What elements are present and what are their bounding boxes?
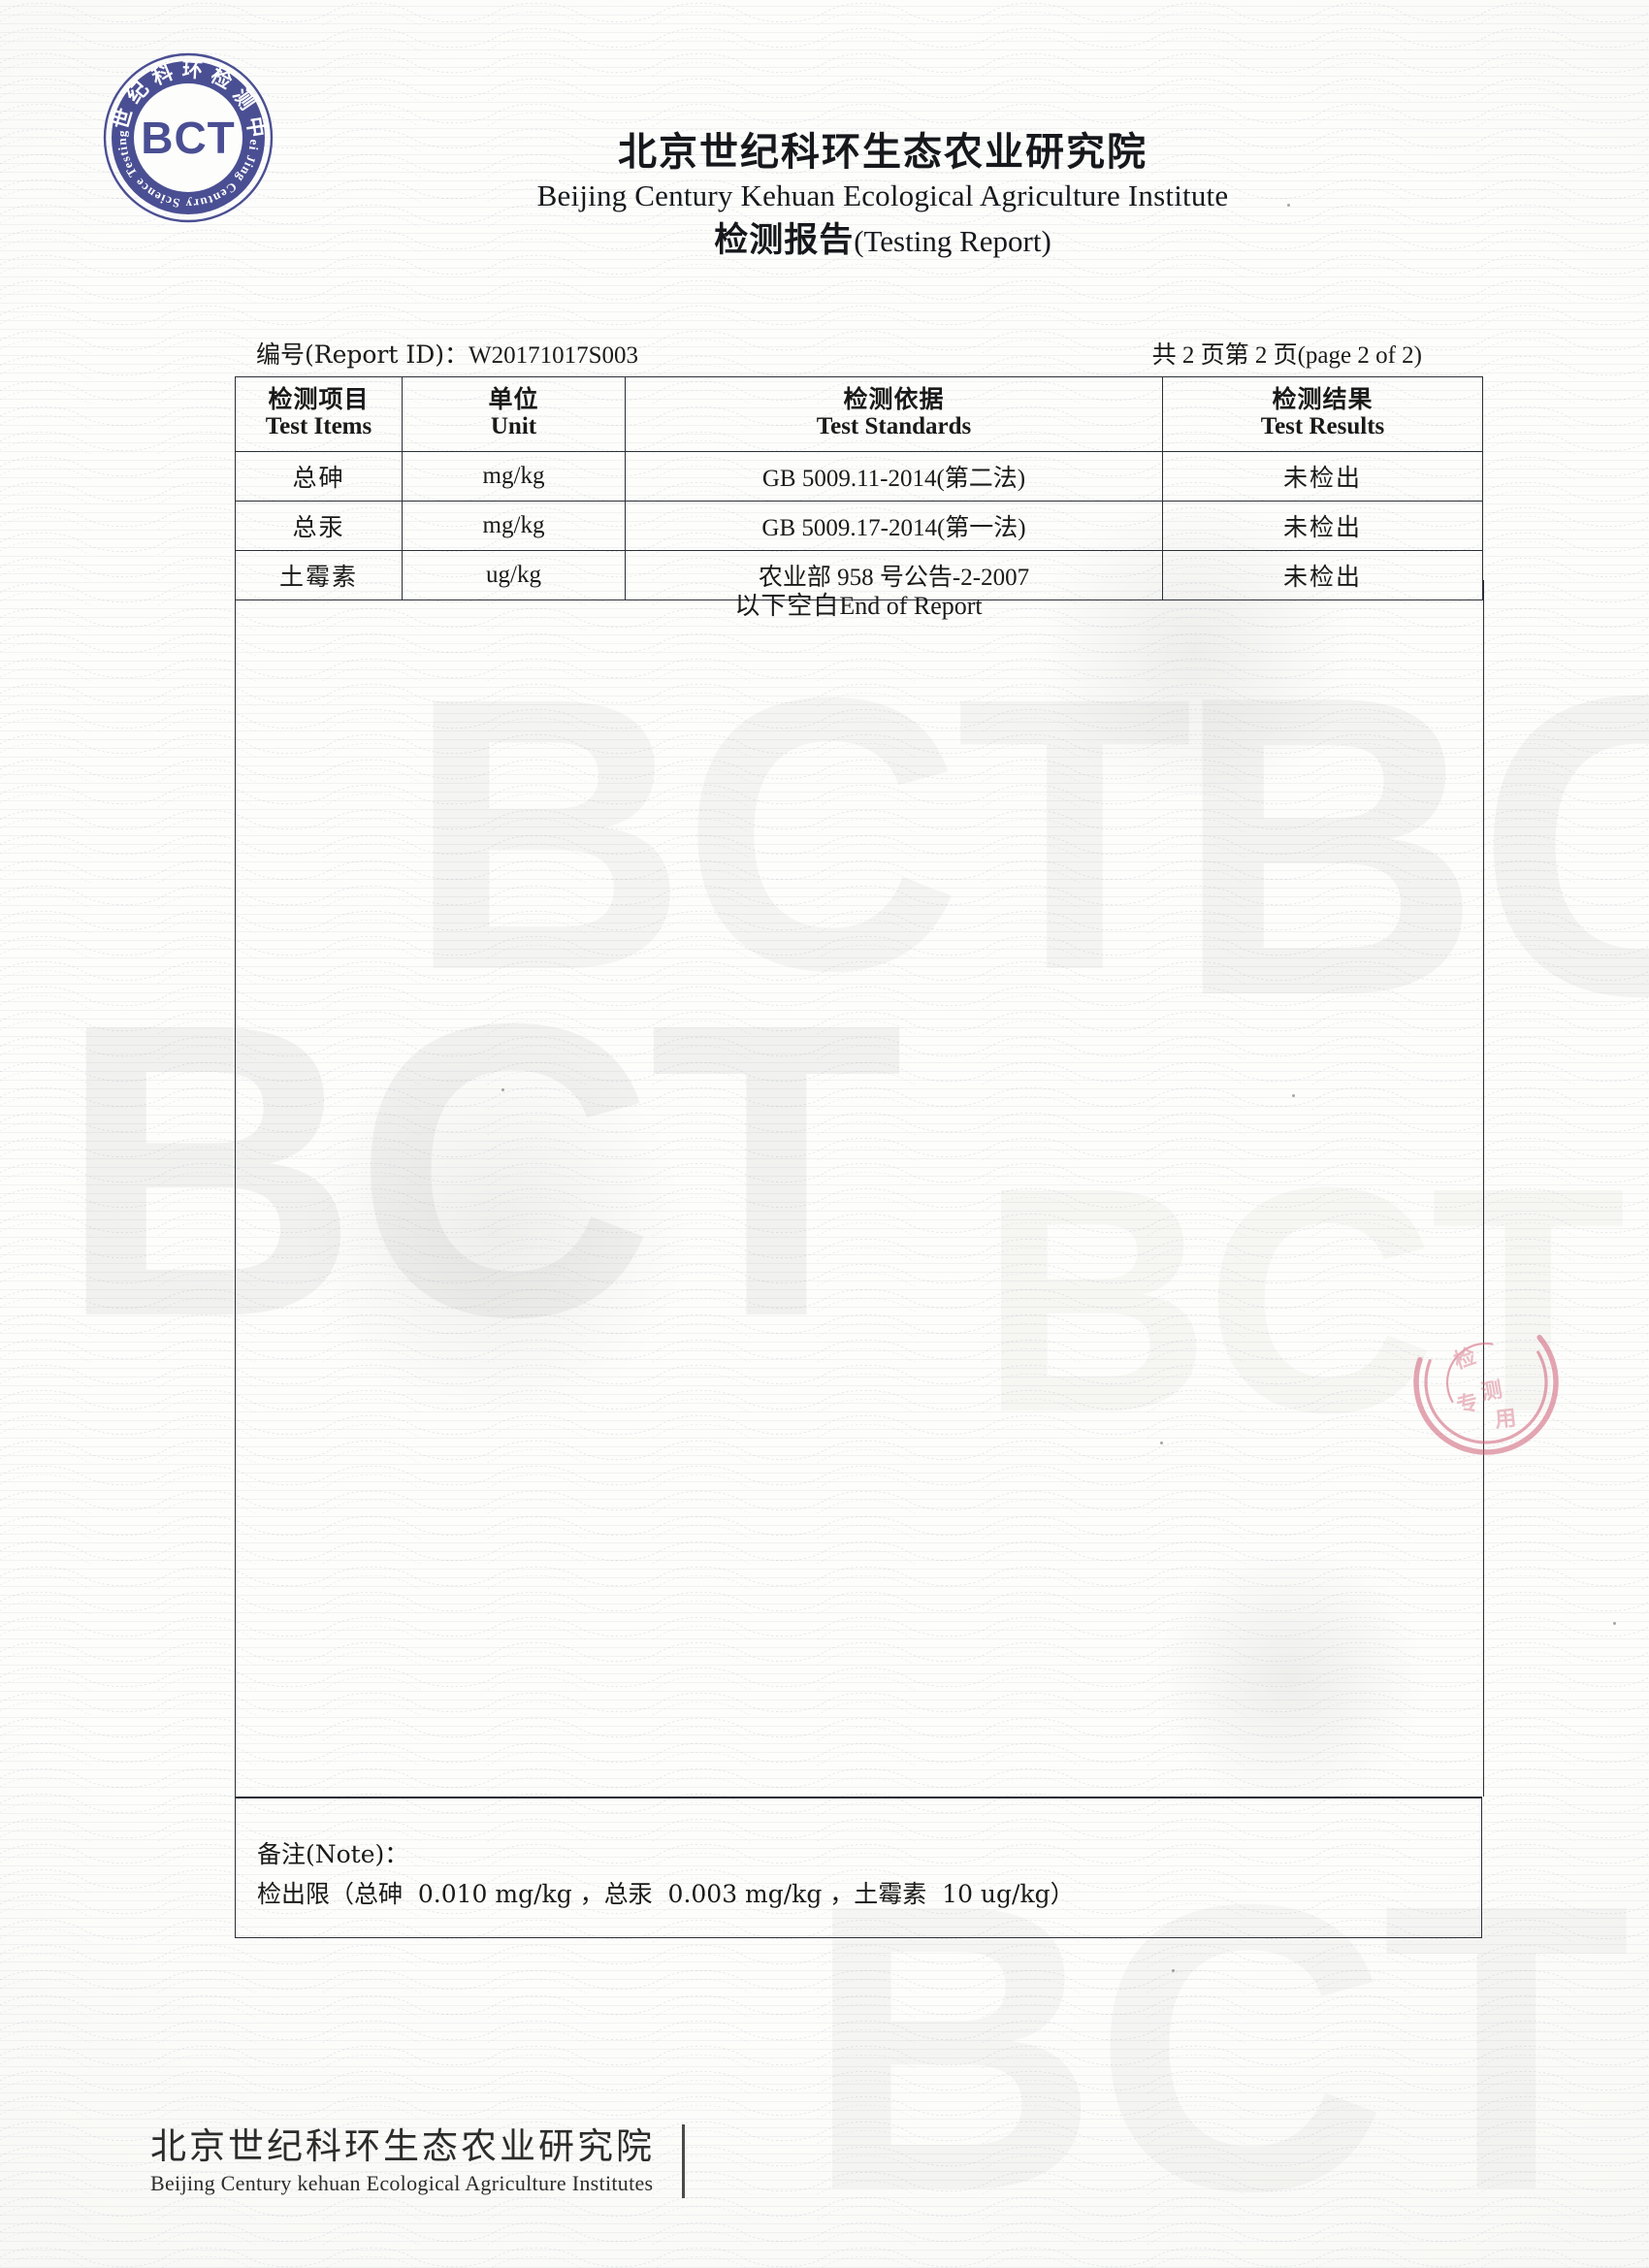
cell-item: 土霉素 [235, 550, 403, 600]
column-test-items-en: Test Items [265, 413, 372, 439]
org-name-en: Beijing Century Kehuan Ecological Agricu… [536, 178, 1229, 213]
footer-org-cn: 北京世纪科环生态农业研究院 [150, 2125, 655, 2167]
report-header: 北京世纪科环生态农业研究院 Beijing Century Kehuan Eco… [242, 129, 1523, 263]
results-table: 检测项目 Test Items 单位 Unit 检测依据 Test Standa… [235, 376, 1483, 600]
page-footer: 北京世纪科环生态农业研究院 Beijing Century kehuan Eco… [150, 2124, 849, 2198]
cell-result: 未检出 [1162, 501, 1483, 551]
report-id: 编号(Report ID)：W20171017S003 [235, 336, 638, 371]
column-unit-en: Unit [490, 413, 537, 439]
footer-org-en: Beijing Century kehuan Ecological Agricu… [150, 2171, 654, 2196]
page-indicator: 共 2 页第 2 页(page 2 of 2) [1151, 342, 1422, 369]
table-row: 总砷 mg/kg GB 5009.11-2014(第二法) 未检出 [235, 451, 1483, 502]
bct-logo-icon: 世 纪 科 环 检 测 中 Bei Jing Century Science T… [96, 39, 274, 223]
end-of-report-marker: 以下空白End of Report [235, 586, 1482, 622]
svg-text:BCT: BCT [141, 113, 236, 163]
cell-standard: 农业部 958 号公告-2-2007 [625, 550, 1163, 600]
cell-item: 总砷 [235, 451, 403, 502]
cell-item: 总汞 [235, 501, 403, 551]
cell-standard: GB 5009.17-2014(第一法) [625, 501, 1163, 551]
column-test-results: 检测结果 Test Results [1162, 376, 1483, 452]
report-id-label: 编号(Report ID)： [256, 340, 469, 369]
cell-result: 未检出 [1162, 451, 1483, 502]
table-row: 土霉素 ug/kg 农业部 958 号公告-2-2007 未检出 [235, 550, 1483, 600]
table-header-row: 检测项目 Test Items 单位 Unit 检测依据 Test Standa… [235, 376, 1483, 452]
column-test-results-en: Test Results [1260, 413, 1385, 439]
report-title-en: (Testing Report) [854, 224, 1051, 259]
cell-unit: ug/kg [402, 550, 626, 600]
report-title: 检测报告(Testing Report) [242, 218, 1523, 263]
column-test-standards-cn: 检测依据 [843, 385, 945, 413]
org-name-cn: 北京世纪科环生态农业研究院 [618, 129, 1148, 175]
table-row: 总汞 mg/kg GB 5009.17-2014(第一法) 未检出 [235, 501, 1483, 551]
end-of-report-cn: 以下空白 [734, 592, 840, 621]
column-unit: 单位 Unit [402, 376, 626, 452]
cell-unit: mg/kg [402, 501, 626, 551]
cell-result: 未检出 [1162, 550, 1483, 600]
note-box: 备注(Note)： 检出限（总砷 0.010 mg/kg ，总汞 0.003 m… [235, 1797, 1482, 1938]
column-test-items: 检测项目 Test Items [235, 376, 403, 452]
svg-text:用: 用 [1494, 1406, 1518, 1433]
column-test-results-cn: 检测结果 [1272, 385, 1374, 413]
end-of-report-en: End of Report [839, 592, 983, 620]
note-text: 检出限（总砷 0.010 mg/kg ，总汞 0.003 mg/kg ，土霉素 … [257, 1879, 1075, 1908]
bct-logo: 世 纪 科 环 检 测 中 Bei Jing Century Science T… [96, 39, 275, 225]
column-test-standards-en: Test Standards [816, 413, 972, 439]
report-title-cn: 检测报告 [714, 220, 855, 261]
column-test-items-cn: 检测项目 [268, 385, 370, 413]
table-blank-area [235, 580, 1484, 1797]
column-unit-cn: 单位 [488, 385, 539, 413]
report-meta-row: 编号(Report ID)：W20171017S003 共 2 页第 2 页(p… [235, 336, 1482, 371]
note-label: 备注(Note)： [257, 1840, 409, 1868]
column-test-standards: 检测依据 Test Standards [625, 376, 1163, 452]
cell-standard: GB 5009.11-2014(第二法) [625, 451, 1163, 502]
report-id-value: W20171017S003 [469, 342, 639, 369]
footer-divider [682, 2124, 685, 2198]
cell-unit: mg/kg [402, 451, 626, 502]
